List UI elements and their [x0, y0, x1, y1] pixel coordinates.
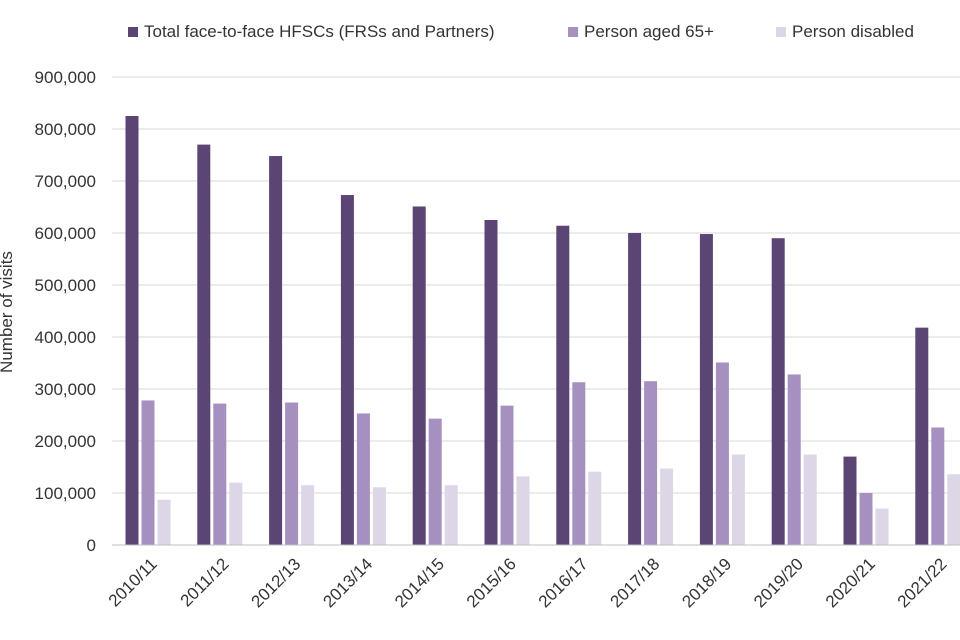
x-tick-label: 2018/19 [678, 554, 735, 611]
y-axis-label: Number of visits [0, 251, 16, 373]
y-tick-label: 400,000 [35, 328, 96, 347]
bar-aged-65 [644, 381, 658, 545]
bar-aged-65 [931, 427, 945, 545]
bar-aged-65 [213, 403, 227, 545]
bar-aged-65 [428, 418, 442, 545]
y-tick-label: 600,000 [35, 224, 96, 243]
bar-total [412, 206, 426, 546]
legend-swatch-disabled [776, 27, 786, 37]
x-tick-label: 2016/17 [535, 554, 592, 611]
bar-total [197, 144, 211, 545]
bar-disabled [875, 508, 889, 545]
x-tick-label: 2021/22 [894, 554, 951, 611]
bar-aged-65 [859, 493, 873, 545]
bar-aged-65 [572, 382, 586, 545]
bar-disabled [731, 454, 745, 545]
x-tick-label: 2013/14 [319, 554, 376, 611]
bar-aged-65 [715, 362, 729, 545]
bar-disabled [947, 474, 960, 545]
x-tick-label: 2011/12 [177, 554, 233, 610]
bar-total [699, 234, 713, 546]
bar-disabled [229, 482, 243, 545]
bar-disabled [516, 476, 530, 545]
bar-total [771, 238, 785, 545]
legend-label-total: Total face-to-face HFSCs (FRSs and Partn… [144, 22, 495, 41]
legend-item-disabled: Person disabled [776, 22, 914, 42]
legend-swatch-total [128, 27, 138, 37]
bar-total [628, 233, 642, 545]
chart-legend: Total face-to-face HFSCs (FRSs and Partn… [0, 22, 960, 46]
bar-aged-65 [141, 400, 155, 545]
x-axis-ticks: 2010/11 2011/12 2012/13 2013/14 2014/15 2015/… [105, 554, 951, 611]
bar-aged-65 [285, 402, 299, 545]
bar-aged-65 [500, 405, 514, 545]
bar-total [269, 156, 283, 546]
x-tick-label: 2015/16 [463, 554, 520, 611]
y-tick-label: 200,000 [35, 432, 96, 451]
bar-disabled [660, 468, 674, 545]
legend-item-aged-65: Person aged 65+ [568, 22, 714, 42]
bar-aged-65 [356, 413, 370, 545]
gridlines [112, 76, 960, 494]
legend-item-total: Total face-to-face HFSCs (FRSs and Partn… [128, 22, 495, 42]
y-tick-label: 700,000 [35, 172, 96, 191]
bar-disabled [301, 485, 315, 545]
bar-total [915, 327, 929, 545]
y-tick-label: 900,000 [35, 68, 96, 87]
y-tick-label: 0 [87, 536, 96, 555]
y-tick-label: 500,000 [35, 276, 96, 295]
bar-disabled [588, 471, 602, 545]
y-tick-label: 800,000 [35, 120, 96, 139]
legend-label-aged-65: Person aged 65+ [584, 22, 714, 41]
y-axis-ticks: 0 100,000 200,000 300,000 400,000 500,000 600,… [35, 68, 96, 555]
x-tick-label: 2012/13 [248, 554, 305, 611]
x-tick-label: 2014/15 [391, 554, 448, 611]
bar-total [340, 195, 354, 546]
x-tick-label: 2017/18 [607, 554, 664, 611]
x-tick-label: 2020/21 [822, 554, 879, 611]
bar-disabled [803, 454, 817, 545]
y-tick-label: 100,000 [35, 484, 96, 503]
bar-disabled [372, 487, 386, 545]
bar-total [484, 220, 498, 545]
legend-swatch-aged-65 [568, 27, 578, 37]
bar-aged-65 [787, 374, 801, 545]
bars [125, 116, 960, 546]
bar-disabled [444, 485, 458, 545]
bar-total [556, 225, 570, 545]
bar-total [843, 456, 857, 545]
legend-label-disabled: Person disabled [792, 22, 914, 41]
y-tick-label: 300,000 [35, 380, 96, 399]
bar-disabled [157, 499, 171, 545]
bar-total [125, 116, 139, 545]
x-tick-label: 2010/11 [105, 554, 161, 610]
x-tick-label: 2019/20 [750, 554, 807, 611]
